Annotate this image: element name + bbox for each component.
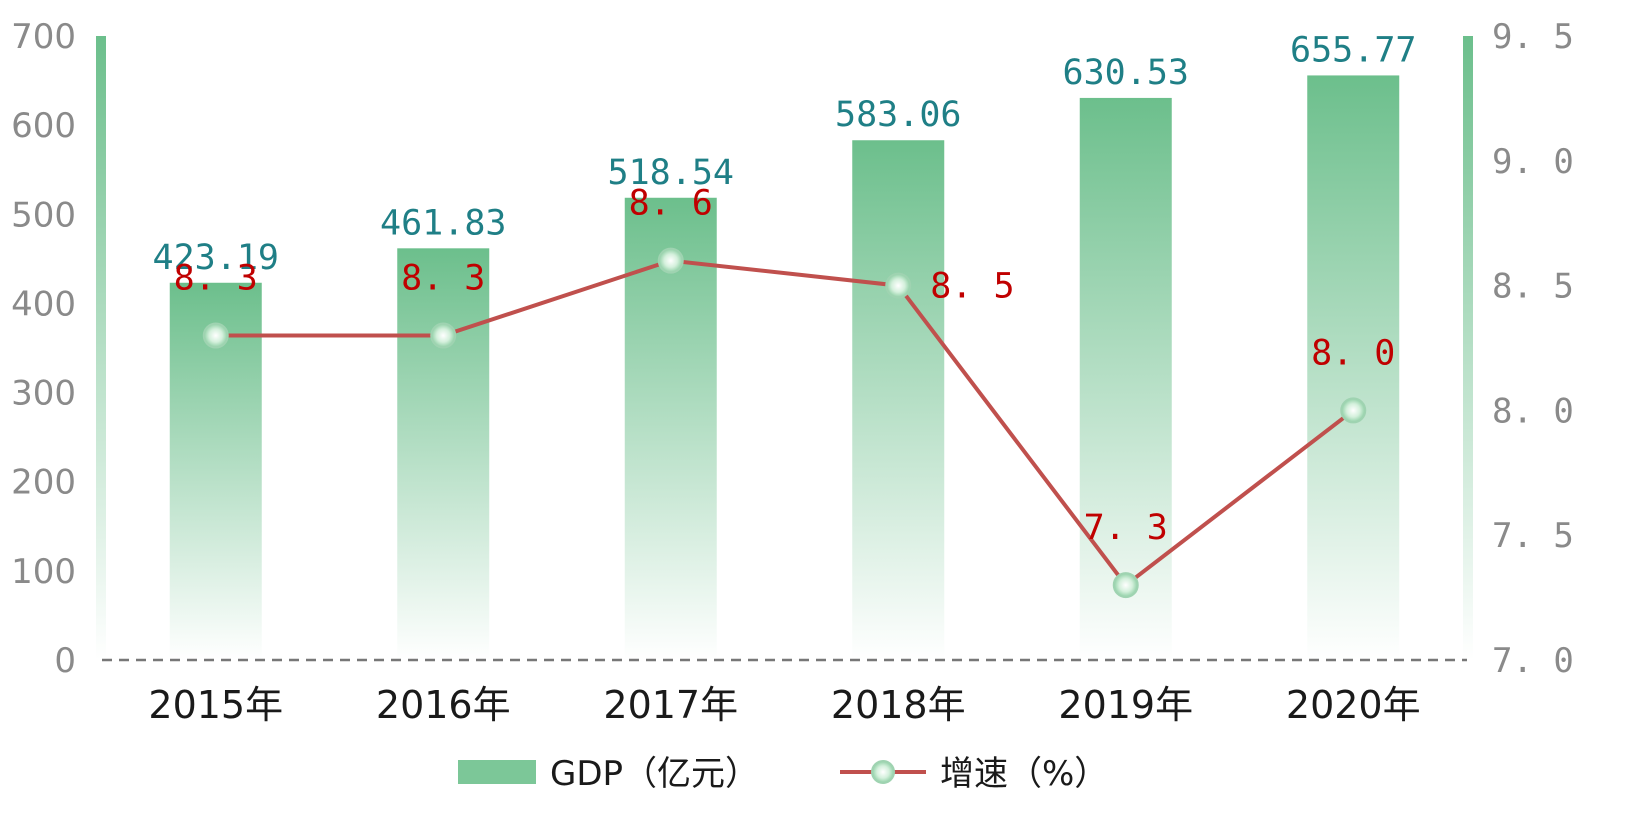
bar-value-label: 583.06 (835, 95, 961, 135)
y-right-tick-label: 7. 5 (1492, 516, 1574, 556)
line-point (430, 322, 457, 349)
y-left-tick-label: 100 (11, 552, 76, 592)
line-value-label: 8. 3 (174, 259, 258, 299)
right-axis-bar (1463, 36, 1473, 660)
x-category-label: 2019年 (1058, 683, 1193, 727)
line-point (1340, 397, 1367, 424)
legend-bar-swatch (458, 760, 536, 784)
x-category-label: 2017年 (603, 683, 738, 727)
x-category-label: 2015年 (148, 683, 283, 727)
right-axis-ticks: 7. 0 7. 5 8. 0 8. 5 9. 0 9. 5 (1492, 17, 1574, 681)
x-category-label: 2018年 (831, 683, 966, 727)
bar (1079, 97, 1172, 660)
line-labels: 8. 3 8. 3 8. 6 8. 5 7. 3 8. 0 (174, 184, 1396, 548)
bar (1307, 75, 1400, 661)
category-labels: 2015年 2016年 2017年 2018年 2019年 2020年 (148, 683, 1420, 727)
bar-value-label: 518.54 (608, 153, 734, 193)
y-left-tick-label: 0 (54, 641, 76, 681)
bar-series (169, 75, 1400, 661)
line-point (657, 247, 684, 274)
bar-value-label: 423.19 (153, 238, 279, 278)
bar-value-label: 461.83 (380, 203, 506, 243)
right-axis-line (1463, 36, 1473, 660)
line-value-label: 8. 5 (930, 267, 1014, 307)
y-left-tick-label: 200 (11, 463, 76, 503)
line-point (885, 272, 912, 299)
legend-line-marker (871, 760, 895, 784)
y-left-tick-label: 300 (11, 374, 76, 414)
left-axis-bar (96, 36, 106, 660)
bar-value-label: 630.53 (1063, 53, 1189, 93)
line-point (202, 322, 229, 349)
y-right-tick-label: 9. 5 (1492, 17, 1574, 57)
y-right-tick-label: 7. 0 (1492, 641, 1574, 681)
line-value-label: 8. 0 (1311, 333, 1395, 373)
bar-labels: 423.19 461.83 518.54 583.06 630.53 655.77 (153, 30, 1417, 277)
bar (397, 248, 490, 661)
y-left-tick-label: 600 (11, 106, 76, 146)
left-axis-ticks: 0 100 200 300 400 500 600 700 (11, 17, 76, 681)
y-right-tick-label: 8. 0 (1492, 391, 1574, 431)
x-category-label: 2020年 (1286, 683, 1421, 727)
line-value-label: 7. 3 (1084, 508, 1168, 548)
y-left-tick-label: 700 (11, 17, 76, 57)
line-value-label: 8. 6 (629, 184, 713, 224)
legend-line-label: 增速（%） (940, 754, 1108, 794)
line-point (1112, 572, 1139, 599)
bar-value-label: 655.77 (1290, 30, 1416, 70)
legend: GDP（亿元） 增速（%） (458, 754, 1108, 794)
growth-line (215, 258, 1355, 588)
bar (852, 140, 945, 660)
y-right-tick-label: 9. 0 (1492, 142, 1574, 182)
bar (624, 197, 717, 661)
y-right-tick-label: 8. 5 (1492, 267, 1574, 307)
y-left-tick-label: 500 (11, 195, 76, 235)
line-value-label: 8. 3 (401, 259, 485, 299)
left-axis-line (96, 36, 106, 660)
y-left-tick-label: 400 (11, 284, 76, 324)
line-series (202, 247, 1367, 599)
legend-bar-label: GDP（亿元） (550, 754, 759, 794)
x-category-label: 2016年 (376, 683, 511, 727)
